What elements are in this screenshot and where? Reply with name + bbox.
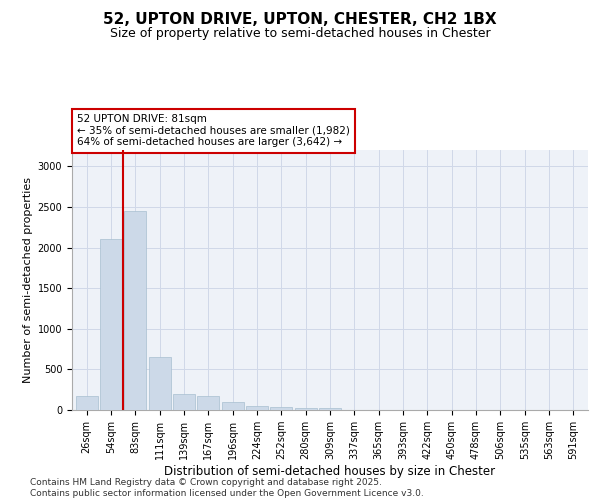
Bar xyxy=(100,240,122,410)
Text: Size of property relative to semi-detached houses in Chester: Size of property relative to semi-detach… xyxy=(110,28,490,40)
Text: 52, UPTON DRIVE, UPTON, CHESTER, CH2 1BX: 52, UPTON DRIVE, UPTON, CHESTER, CH2 1BX xyxy=(103,12,497,28)
Bar xyxy=(246,406,268,410)
Bar xyxy=(197,396,219,410)
Bar xyxy=(221,402,244,410)
X-axis label: Distribution of semi-detached houses by size in Chester: Distribution of semi-detached houses by … xyxy=(164,465,496,478)
Bar xyxy=(76,396,98,410)
Y-axis label: Number of semi-detached properties: Number of semi-detached properties xyxy=(23,177,34,383)
Bar xyxy=(124,211,146,410)
Bar xyxy=(271,407,292,410)
Bar xyxy=(295,408,317,410)
Bar xyxy=(149,357,170,410)
Text: Contains HM Land Registry data © Crown copyright and database right 2025.
Contai: Contains HM Land Registry data © Crown c… xyxy=(30,478,424,498)
Bar xyxy=(173,394,195,410)
Text: 52 UPTON DRIVE: 81sqm
← 35% of semi-detached houses are smaller (1,982)
64% of s: 52 UPTON DRIVE: 81sqm ← 35% of semi-deta… xyxy=(77,114,350,148)
Bar xyxy=(319,408,341,410)
